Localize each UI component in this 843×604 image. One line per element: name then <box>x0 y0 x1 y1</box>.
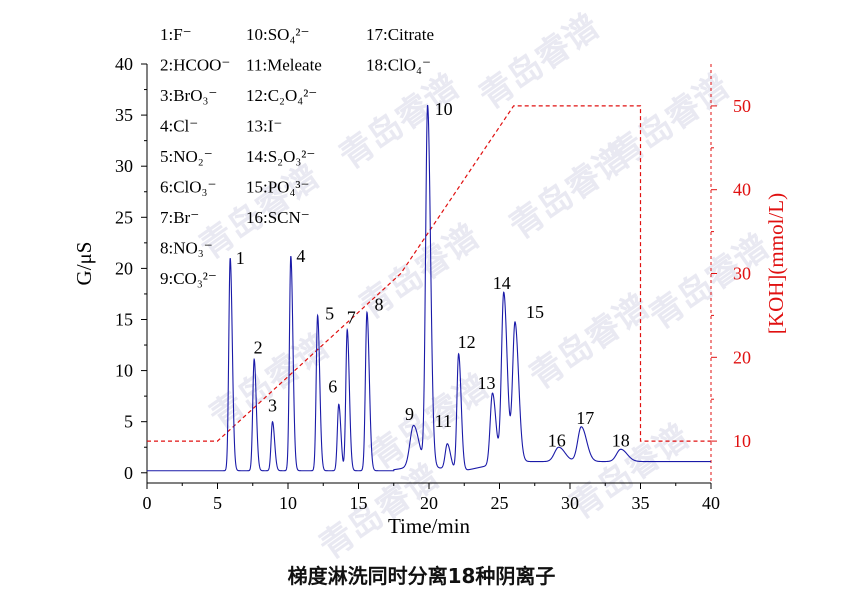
legend-item: 14:S₂O₃²⁻ <box>246 147 315 166</box>
conductivity-series <box>147 104 711 472</box>
legend-item: 15:PO₄³⁻ <box>246 178 309 197</box>
legend-item: 16:SCN⁻ <box>246 208 310 227</box>
peak-label: 16 <box>548 430 566 450</box>
koh-gradient-line <box>147 105 711 442</box>
x-tick-label: 20 <box>420 493 438 513</box>
watermark-text: 青岛睿谱 <box>352 217 486 328</box>
y-tick-label: 25 <box>115 207 133 227</box>
peak-label: 11 <box>435 411 452 431</box>
watermark-text: 青岛睿谱 <box>472 7 606 118</box>
y-tick-label: 30 <box>115 156 133 176</box>
peak-label: 14 <box>493 273 511 293</box>
peak-label: 15 <box>526 302 544 322</box>
x-tick-label: 25 <box>491 493 509 513</box>
x-axis-label: Time/min <box>388 514 471 538</box>
y2-tick-label: 50 <box>733 96 751 116</box>
legend-item: 6:ClO₃⁻ <box>160 178 216 197</box>
x-tick-label: 40 <box>702 493 720 513</box>
peak-label: 7 <box>347 308 356 328</box>
peak-label: 9 <box>405 404 414 424</box>
figure-caption: 梯度淋洗同时分离18种阴离子 <box>287 564 556 588</box>
peak-label: 2 <box>254 337 263 357</box>
y-tick-label: 10 <box>115 361 133 381</box>
legend-item: 17:Citrate <box>366 25 434 44</box>
chromatogram-line <box>147 104 711 472</box>
legend: 1:F⁻ 2:HCOO⁻ 3:BrO₃⁻ 4:Cl⁻ 5:NO₂⁻ 6:ClO₃⁻ 7:Br… <box>160 25 434 288</box>
legend-item: 5:NO₂⁻ <box>160 147 213 166</box>
x-tick-label: 5 <box>213 493 222 513</box>
peak-label: 10 <box>435 99 453 119</box>
legend-item: 18:ClO₄⁻ <box>366 56 431 75</box>
legend-item: 13:I⁻ <box>246 117 282 136</box>
legend-item: 1:F⁻ <box>160 25 192 44</box>
legend-item: 3:BrO₃⁻ <box>160 86 217 105</box>
legend-item: 10:SO₄²⁻ <box>246 25 309 44</box>
peak-label: 18 <box>612 430 630 450</box>
legend-item: 12:C₂O₄²⁻ <box>246 86 317 105</box>
koh-gradient-series <box>147 105 711 442</box>
legend-item: 4:Cl⁻ <box>160 117 198 136</box>
x-tick-label: 0 <box>143 493 152 513</box>
y2-tick-label: 20 <box>733 347 751 367</box>
peak-label: 17 <box>576 408 594 428</box>
peak-label: 12 <box>458 332 476 352</box>
legend-item: 9:CO₃²⁻ <box>160 269 217 288</box>
y-tick-label: 0 <box>124 463 133 483</box>
y-tick-label: 40 <box>115 54 133 74</box>
y-tick-label: 35 <box>115 105 133 125</box>
peak-label: 13 <box>477 373 495 393</box>
y-tick-label: 15 <box>115 309 133 329</box>
y-tick-label: 20 <box>115 258 133 278</box>
legend-item: 8:NO₃⁻ <box>160 239 213 258</box>
x-tick-label: 30 <box>561 493 579 513</box>
axes: 0 5 10 15 20 25 30 35 40051015202530354010203040… <box>115 54 751 513</box>
peak-label: 1 <box>236 248 245 268</box>
chromatogram-chart: 青岛睿谱青岛睿谱青岛睿谱青岛睿谱青岛睿谱青岛睿谱青岛睿谱青岛睿谱青岛睿谱青岛睿谱… <box>72 7 788 560</box>
legend-item: 7:Br⁻ <box>160 208 199 227</box>
x-tick-label: 10 <box>279 493 297 513</box>
peak-label: 5 <box>325 303 334 323</box>
legend-item: 2:HCOO⁻ <box>160 56 230 75</box>
y2-tick-label: 40 <box>733 180 751 200</box>
peak-label: 6 <box>328 376 337 396</box>
y2-axis-label: [KOH](mmol/L) <box>764 193 788 334</box>
x-tick-label: 15 <box>350 493 368 513</box>
legend-item: 11:Meleate <box>246 56 322 75</box>
x-tick-label: 35 <box>632 493 650 513</box>
y2-tick-label: 30 <box>733 264 751 284</box>
watermark-text: 青岛睿谱 <box>642 227 776 338</box>
y2-tick-label: 10 <box>733 431 751 451</box>
watermark-text: 青岛睿谱 <box>362 367 496 478</box>
watermark-text: 青岛睿谱 <box>332 67 466 178</box>
peak-label: 3 <box>268 396 277 416</box>
y-tick-label: 5 <box>124 412 133 432</box>
peak-label: 4 <box>296 246 305 266</box>
y-axis-label: G/μS <box>72 242 96 286</box>
watermark-text: 青岛睿谱 <box>602 67 736 178</box>
peak-label: 8 <box>374 294 383 314</box>
